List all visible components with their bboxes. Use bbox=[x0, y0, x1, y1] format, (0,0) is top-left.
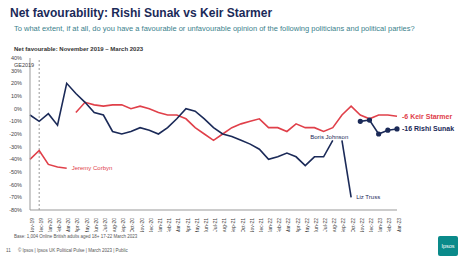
svg-text:Sep-22: Sep-22 bbox=[341, 218, 347, 232]
svg-text:Dec-19: Dec-19 bbox=[38, 218, 44, 232]
svg-text:May-21: May-21 bbox=[194, 218, 200, 232]
svg-text:-20%: -20% bbox=[9, 131, 22, 137]
svg-text:Feb-21: Feb-21 bbox=[166, 218, 172, 232]
html-text:Base: 1,004 Online British adu: Base: 1,004 Online British adults aged 1… bbox=[14, 234, 138, 239]
svg-text:Feb-20: Feb-20 bbox=[56, 218, 62, 232]
html-text:Net favourable: November 2019: Net favourable: November 2019 – March 20… bbox=[14, 46, 144, 52]
svg-text:10%: 10% bbox=[11, 93, 22, 99]
svg-text:Mar-22: Mar-22 bbox=[285, 218, 291, 232]
svg-text:Mar-23: Mar-23 bbox=[396, 218, 402, 232]
svg-text:-40%: -40% bbox=[9, 156, 22, 162]
svg-text:Jul-20: Jul-20 bbox=[102, 218, 108, 232]
svg-text:30%: 30% bbox=[11, 68, 22, 74]
svg-text:Jun-22: Jun-22 bbox=[313, 218, 319, 232]
svg-text:Nov-19: Nov-19 bbox=[29, 218, 35, 232]
svg-text:-50%: -50% bbox=[9, 169, 22, 175]
svg-text:Jul-22: Jul-22 bbox=[322, 218, 328, 232]
svg-text:Liz Truss: Liz Truss bbox=[356, 194, 380, 200]
svg-text:Jan-23: Jan-23 bbox=[377, 218, 383, 232]
svg-text:Apr-21: Apr-21 bbox=[185, 218, 191, 232]
svg-text:Jan-21: Jan-21 bbox=[157, 218, 163, 232]
svg-text:Mar-20: Mar-20 bbox=[65, 218, 71, 232]
svg-text:Oct-22: Oct-22 bbox=[350, 218, 356, 232]
svg-text:-70%: -70% bbox=[9, 194, 22, 200]
svg-text:May-22: May-22 bbox=[304, 218, 310, 232]
svg-text:Apr-20: Apr-20 bbox=[74, 218, 80, 232]
svg-text:Dec-22: Dec-22 bbox=[368, 218, 374, 232]
svg-text:Feb-22: Feb-22 bbox=[276, 218, 282, 232]
svg-text:-60%: -60% bbox=[9, 182, 22, 188]
svg-text:GE2019: GE2019 bbox=[14, 62, 34, 68]
svg-text:Nov-20: Nov-20 bbox=[139, 218, 145, 232]
svg-text:-30%: -30% bbox=[9, 144, 22, 150]
svg-text:Sep-20: Sep-20 bbox=[120, 218, 126, 232]
svg-text:Jan-20: Jan-20 bbox=[47, 218, 53, 232]
svg-text:Jul-21: Jul-21 bbox=[212, 218, 218, 232]
svg-text:Oct-21: Oct-21 bbox=[240, 218, 246, 232]
svg-text:May-20: May-20 bbox=[84, 218, 90, 232]
svg-text:Aug-22: Aug-22 bbox=[331, 218, 337, 232]
svg-text:Jun-20: Jun-20 bbox=[93, 218, 99, 232]
svg-text:Oct-20: Oct-20 bbox=[129, 218, 135, 232]
svg-text:Nov-22: Nov-22 bbox=[359, 218, 365, 232]
svg-text:Aug-20: Aug-20 bbox=[111, 218, 117, 232]
html-text:11: 11 bbox=[6, 248, 11, 253]
html-text:Ipsos: Ipsos bbox=[441, 243, 455, 249]
svg-text:Boris Johnson: Boris Johnson bbox=[310, 134, 348, 140]
svg-text:Dec-21: Dec-21 bbox=[258, 218, 264, 232]
svg-text:-16 Rishi Sunak: -16 Rishi Sunak bbox=[402, 125, 454, 132]
svg-text:-10%: -10% bbox=[9, 118, 22, 124]
svg-text:-80%: -80% bbox=[9, 207, 22, 213]
svg-text:Jeremy Corbyn: Jeremy Corbyn bbox=[72, 165, 113, 171]
svg-text:40%: 40% bbox=[11, 55, 22, 61]
html-text:© Ipsos | Ipsos UK Political P: © Ipsos | Ipsos UK Political Pulse | Mar… bbox=[18, 248, 128, 253]
svg-text:Nov-21: Nov-21 bbox=[249, 218, 255, 232]
html-text:To what extent, if at all, do: To what extent, if at all, do you have a… bbox=[14, 24, 415, 33]
svg-text:Dec-20: Dec-20 bbox=[148, 218, 154, 232]
svg-text:Feb-23: Feb-23 bbox=[386, 218, 392, 232]
svg-text:Jun-21: Jun-21 bbox=[203, 218, 209, 232]
svg-text:Mar-21: Mar-21 bbox=[175, 218, 181, 232]
svg-text:20%: 20% bbox=[11, 80, 22, 86]
svg-text:Aug-21: Aug-21 bbox=[221, 218, 227, 232]
html-text:Net favourability: Rishi Sunak: Net favourability: Rishi Sunak vs Keir S… bbox=[10, 6, 273, 20]
svg-text:Sep-21: Sep-21 bbox=[230, 218, 236, 232]
svg-text:0%: 0% bbox=[14, 106, 22, 112]
svg-text:Jan-22: Jan-22 bbox=[267, 218, 273, 232]
svg-text:-6 Keir Starmer: -6 Keir Starmer bbox=[402, 113, 452, 120]
svg-text:Apr-22: Apr-22 bbox=[295, 218, 301, 232]
